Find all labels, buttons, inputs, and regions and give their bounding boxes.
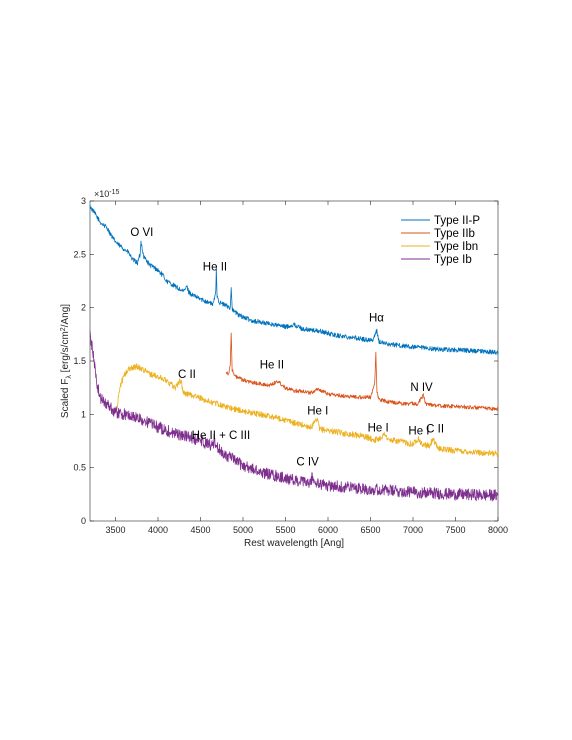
- y-axis-ticks: 0 0.5 1 1.5 2 2.5 3: [73, 196, 498, 526]
- y-tick-label: 0: [81, 516, 86, 526]
- legend-label: Type IIb: [434, 228, 475, 240]
- legend-label: Type Ib: [434, 254, 472, 266]
- line-id-annotation: C IV: [296, 457, 319, 469]
- line-id-annotation: He II + C III: [192, 430, 250, 442]
- legend-label: Type Ibn: [434, 241, 478, 253]
- y-tick-label: 0.5: [73, 463, 86, 473]
- legend-label: Type II-P: [434, 215, 480, 227]
- x-tick-label: 3500: [105, 525, 125, 535]
- line-id-annotation: He II: [260, 359, 284, 371]
- y-tick-label: 2.5: [73, 249, 86, 259]
- legend-box: [396, 212, 493, 270]
- series-line-type-iib: [225, 332, 499, 411]
- x-tick-label: 4500: [190, 525, 210, 535]
- line-id-annotation: Hα: [369, 313, 384, 325]
- y-exponent-label: ×10-15: [94, 189, 120, 200]
- x-tick-label: 6000: [318, 525, 338, 535]
- y-axis-label: Scaled Fλ [erg/s/cm2/Ang]: [60, 304, 74, 418]
- y-tick-label: 2: [81, 303, 86, 313]
- line-id-annotation: C II: [426, 423, 444, 435]
- series-line-type-ii-p: [89, 204, 499, 356]
- x-tick-label: 4000: [148, 525, 168, 535]
- y-tick-label: 1: [81, 409, 86, 419]
- x-axis-ticks: 3500 4000 4500 5000 5500 6000 6500 7000 7500 8000: [105, 201, 508, 535]
- x-tick-label: 8000: [488, 525, 508, 535]
- line-id-annotation: N IV: [410, 382, 433, 394]
- x-tick-label: 7500: [445, 525, 465, 535]
- y-tick-label: 3: [81, 196, 86, 206]
- series-layer: [89, 204, 499, 502]
- x-tick-label: 5500: [275, 525, 295, 535]
- line-id-annotation: O VI: [130, 227, 153, 239]
- x-axis-label: Rest wavelength [Ang]: [244, 538, 344, 549]
- y-tick-label: 1.5: [73, 356, 86, 366]
- series-line-type-ib: [89, 330, 499, 502]
- line-id-annotation: He I: [307, 405, 328, 417]
- line-id-annotation: C II: [178, 369, 196, 381]
- line-id-annotation: He II: [203, 261, 227, 273]
- x-tick-label: 6500: [360, 525, 380, 535]
- series-line-type-ibn: [116, 363, 499, 458]
- line-id-annotation: He I: [368, 422, 389, 434]
- line-id-annotation: He I: [408, 426, 429, 438]
- x-tick-label: 5000: [233, 525, 253, 535]
- x-tick-label: 7000: [403, 525, 423, 535]
